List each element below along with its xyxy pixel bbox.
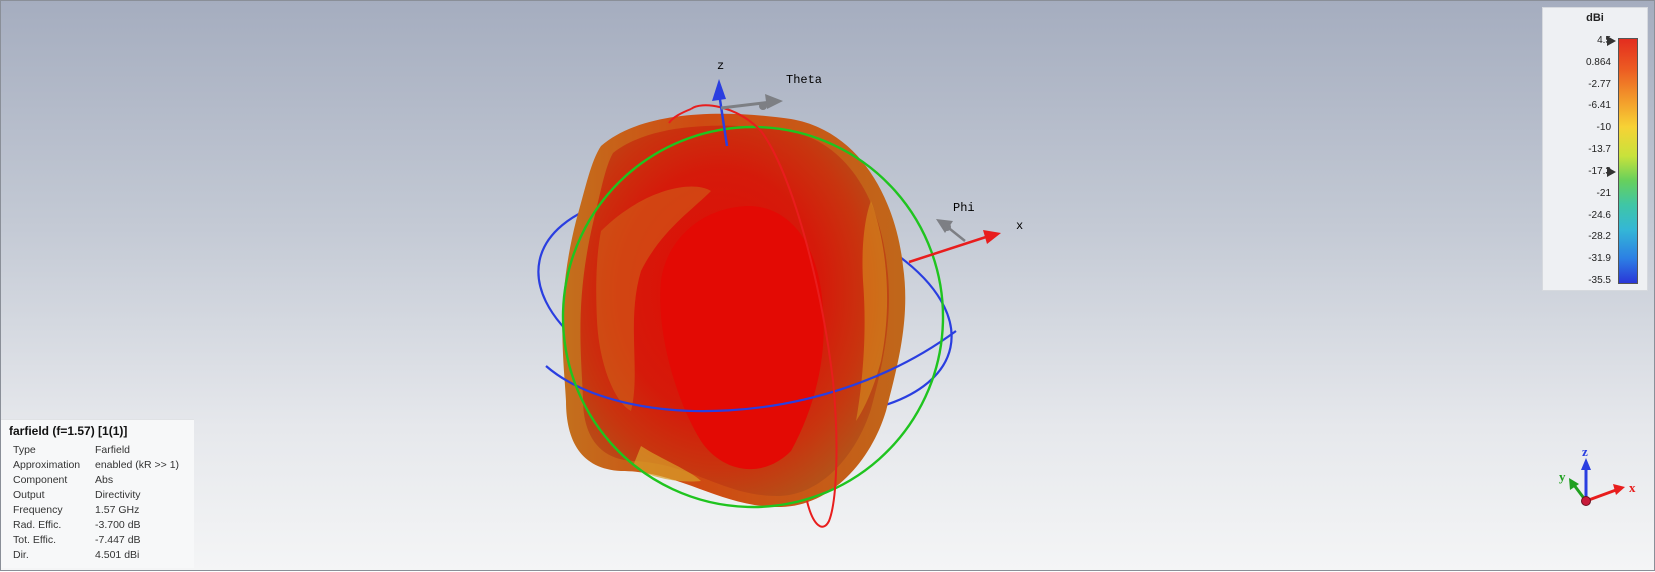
- z-axis-label: z: [717, 59, 724, 73]
- x-axis-label: x: [1016, 219, 1023, 233]
- colorbar-gradient: [1618, 38, 1638, 284]
- triad-x-label: x: [1629, 480, 1636, 495]
- meridian-ring-red: [690, 104, 838, 528]
- colorbar-tick-label: -13.7: [1588, 144, 1611, 156]
- x-axis: x: [908, 219, 1023, 264]
- z-axis: z: [712, 59, 729, 147]
- colorbar-tick-label: -24.6: [1588, 209, 1611, 221]
- triad-y-label: y: [1559, 469, 1566, 484]
- theta-label: Theta: [786, 73, 822, 87]
- farfield-info-panel: farfield (f=1.57) [1(1)] Type Farfield Ap…: [1, 419, 194, 568]
- colorbar-unit: dBi: [1586, 12, 1604, 24]
- info-row: Output Directivity: [13, 489, 141, 501]
- info-row: Type Farfield: [13, 444, 131, 456]
- triad-z-label: z: [1582, 444, 1588, 459]
- colorbar-tick-label: 4.5: [1597, 35, 1611, 46]
- colorbar-lower-marker[interactable]: [1607, 167, 1616, 178]
- colorbar-legend: dBi 4.5 0.864 -2.77 -6.41 -10 -13.7 -17.3 -21 -2…: [1542, 7, 1648, 291]
- info-title: farfield (f=1.57) [1(1)]: [9, 424, 128, 438]
- info-row: Rad. Effic. -3.700 dB: [13, 519, 141, 531]
- phi-direction: Phi: [936, 201, 975, 242]
- info-row: Component Abs: [13, 474, 114, 486]
- info-row: Frequency 1.57 GHz: [13, 504, 140, 516]
- phi-ring-blue-front: [545, 330, 957, 413]
- radiation-pattern-lobe: [562, 113, 906, 508]
- colorbar-tick-label: -31.9: [1588, 253, 1611, 265]
- info-row: Dir. 4.501 dBi: [13, 549, 140, 561]
- colorbar-tick-label: -35.5: [1588, 275, 1611, 286]
- theta-direction: Theta: [720, 73, 822, 110]
- colorbar-tick-label: -21: [1596, 187, 1611, 199]
- colorbar-tick-label: -2.77: [1588, 78, 1611, 90]
- info-row: Tot. Effic. -7.447 dB: [13, 534, 141, 546]
- info-row: Approximation enabled (kR >> 1): [13, 459, 180, 471]
- phi-label: Phi: [953, 201, 975, 215]
- orientation-triad: z y x: [1559, 444, 1636, 506]
- colorbar-tick-label: -28.2: [1588, 231, 1611, 243]
- colorbar-tick-label: 0.864: [1585, 56, 1611, 68]
- colorbar-tick-label: -10: [1596, 122, 1611, 134]
- colorbar-upper-marker[interactable]: [1607, 36, 1616, 46]
- colorbar-tick-label: -17.3: [1588, 165, 1611, 177]
- colorbar-tick-label: -6.41: [1588, 100, 1611, 112]
- theta-ring-green: [561, 125, 945, 509]
